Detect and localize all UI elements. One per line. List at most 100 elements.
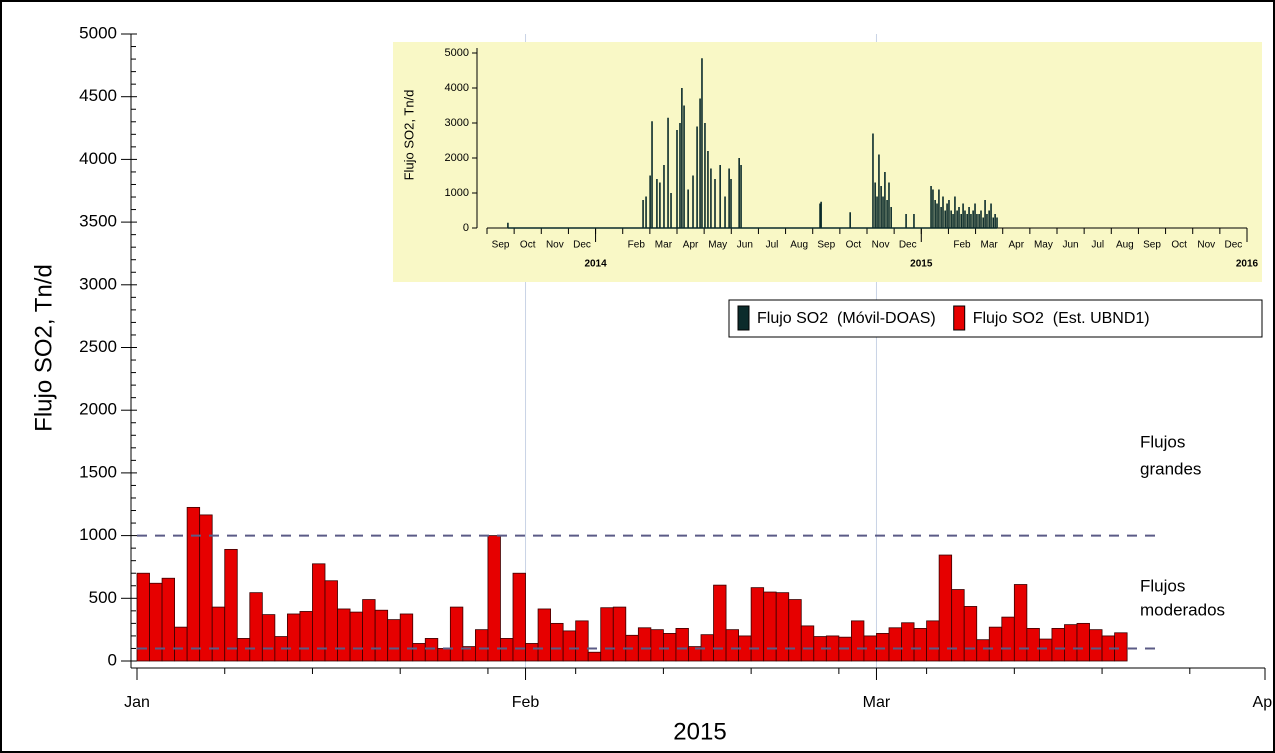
annotation: Flujos — [1140, 432, 1185, 451]
inset-y-tick-label: 0 — [463, 222, 469, 234]
inset-y-tick-label: 4000 — [445, 82, 469, 94]
inset-x-tick-label: Apr — [1009, 240, 1025, 251]
bar — [637, 627, 652, 662]
bar — [675, 627, 689, 662]
bar — [487, 535, 501, 662]
inset-x-tick-label: Feb — [628, 240, 646, 251]
inset-year-label: 2015 — [910, 259, 933, 270]
y-tick-label: 4000 — [79, 149, 117, 168]
bar — [938, 554, 953, 662]
inset-x-tick-label: Nov — [872, 240, 890, 251]
bar — [186, 506, 201, 662]
bar — [525, 643, 539, 662]
inset-x-tick-label: Mar — [981, 240, 999, 251]
legend-label: Flujo SO2 (Móvil-DOAS) — [757, 310, 936, 327]
bar — [161, 577, 175, 662]
bar — [763, 591, 777, 662]
bar — [800, 625, 815, 662]
bar — [387, 619, 401, 662]
y-tick-label: 4500 — [79, 86, 117, 105]
y-tick-label: 3500 — [79, 212, 117, 231]
bar — [750, 587, 765, 662]
inset-y-tick-label: 3000 — [445, 117, 469, 129]
bar — [713, 584, 727, 662]
legend-box — [728, 299, 1263, 338]
bar — [500, 638, 514, 662]
inset-x-tick-label: Jul — [766, 240, 779, 251]
bar — [1001, 616, 1015, 662]
y-tick-label: 1000 — [79, 525, 117, 544]
inset-x-tick-label: Oct — [846, 240, 862, 251]
bar — [612, 606, 627, 662]
inset-x-tick-label: Jun — [737, 240, 753, 251]
bar — [575, 620, 589, 662]
inset-x-tick-label: Sep — [1143, 240, 1161, 251]
inset-x-tick-label: Sep — [492, 240, 510, 251]
y-tick-label: 500 — [89, 588, 117, 607]
inset-x-tick-label: Dec — [573, 240, 591, 251]
bar — [312, 563, 326, 662]
x-tick-label: Feb — [512, 694, 540, 711]
bar — [963, 606, 978, 662]
inset-x-tick-label: Apr — [683, 240, 699, 251]
bar — [1039, 638, 1053, 662]
bar — [512, 572, 526, 662]
bar — [550, 622, 564, 662]
bar — [261, 614, 276, 662]
bar — [249, 592, 263, 662]
bar — [775, 592, 790, 662]
bar — [174, 626, 188, 662]
bar — [1064, 624, 1078, 662]
annotation: moderados — [1140, 600, 1225, 619]
y-tick-label: 2000 — [79, 400, 117, 419]
inset-y-tick-label: 2000 — [445, 152, 469, 164]
y-tick-label: 0 — [108, 650, 117, 669]
inset-x-tick-label: Oct — [1171, 240, 1187, 251]
bar — [412, 643, 426, 662]
bar — [236, 638, 251, 662]
inset-x-tick-label: Oct — [520, 240, 536, 251]
x-tick-label: Mar — [863, 694, 891, 711]
inset-x-tick-label: Jul — [1091, 240, 1104, 251]
bar — [976, 639, 990, 662]
legend-label: Flujo SO2 (Est. UBND1) — [973, 310, 1150, 327]
x-axis-title: 2015 — [673, 718, 726, 745]
legend-swatch — [737, 305, 750, 331]
bar — [286, 613, 301, 662]
inset-year-label: 2016 — [1236, 259, 1259, 270]
legend-swatch — [953, 305, 966, 331]
bar — [374, 609, 389, 662]
y-tick-label: 2500 — [79, 337, 117, 356]
bar — [1051, 627, 1065, 662]
bar — [1013, 584, 1028, 662]
bar — [725, 629, 739, 662]
inset-year-label: 2014 — [584, 259, 607, 270]
y-axis-title: Flujo SO2, Tn/d — [30, 264, 57, 432]
x-tick-label: Jan — [124, 694, 150, 711]
inset-x-tick-label: Jun — [1063, 240, 1079, 251]
bar — [988, 626, 1003, 662]
annotation: grandes — [1140, 459, 1201, 478]
bar — [211, 606, 226, 662]
inset-y-tick-label: 5000 — [445, 47, 469, 59]
inset-x-tick-label: Feb — [953, 240, 971, 251]
bar — [663, 633, 677, 662]
inset-x-tick-label: Nov — [546, 240, 564, 251]
y-tick-label: 3000 — [79, 274, 117, 293]
bar — [337, 608, 351, 662]
inset-x-tick-label: Aug — [1116, 240, 1134, 251]
y-tick-label: 1500 — [79, 462, 117, 481]
inset-x-tick-label: Mar — [655, 240, 673, 251]
inset-x-tick-label: May — [1034, 240, 1053, 251]
bar — [851, 620, 865, 662]
y-tick-label: 5000 — [79, 23, 117, 42]
bar — [449, 606, 464, 662]
inset-x-tick-label: Nov — [1197, 240, 1215, 251]
bar — [951, 589, 965, 662]
inset-y-tick-label: 1000 — [445, 187, 469, 199]
bar — [876, 633, 890, 662]
x-tick-label: Apr — [1253, 694, 1275, 711]
bar — [562, 630, 577, 662]
bar — [474, 629, 489, 662]
